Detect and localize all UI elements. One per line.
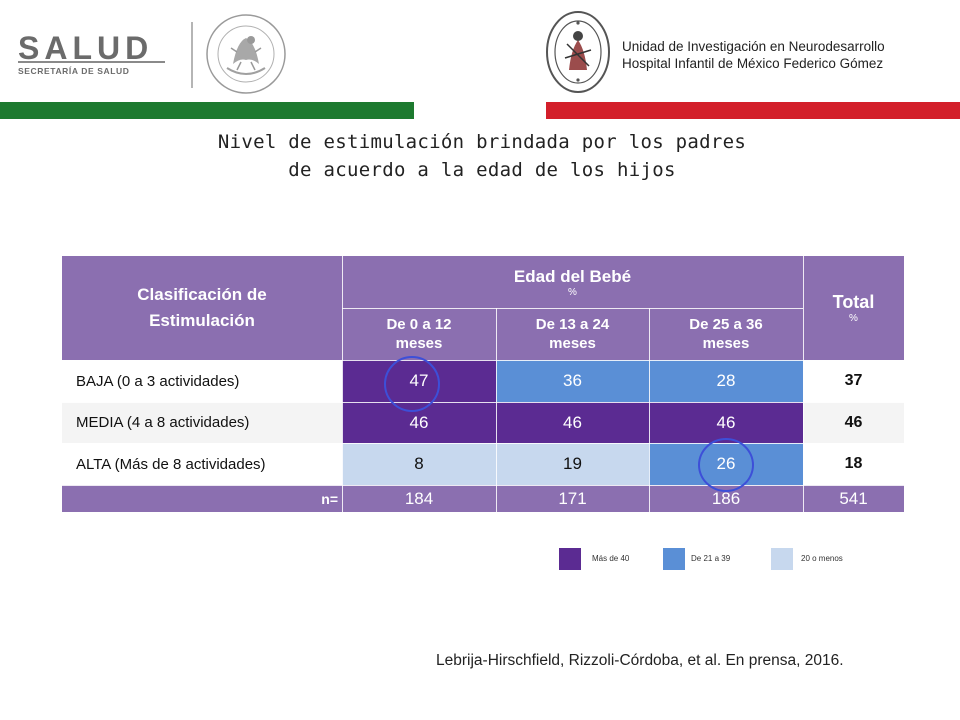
header-edad-text: Edad del Bebé [513, 266, 632, 286]
institution-hospital: Hospital Infantil de México Federico Góm… [622, 56, 884, 71]
header-total: Total % [803, 256, 904, 360]
salud-logo-word: SALUD [18, 30, 154, 66]
highlight-circle-baja [384, 356, 440, 412]
legend-swatch-mid [663, 548, 685, 570]
row-baja-c3: 28 [649, 360, 803, 402]
header-col-13-24-text: De 13 a 24 meses [535, 316, 610, 352]
header-edad-unit: % [568, 286, 577, 298]
slide-title-line2: de acuerdo a la edad de los hijos [288, 159, 676, 181]
header-clasificacion: Clasificación de Estimulación [62, 256, 342, 360]
n-row-c1: 184 [342, 485, 496, 512]
stimulation-table: Clasificación de Estimulación Edad del B… [62, 256, 904, 512]
col-separator [649, 308, 650, 512]
salud-logo-rule [18, 61, 165, 63]
legend-label-mid: De 21 a 39 [691, 554, 731, 563]
slide-title: Nivel de estimulación brindada por los p… [0, 128, 960, 184]
legend-swatch-high [559, 548, 581, 570]
row-alta-c1: 8 [342, 443, 496, 485]
row-media-label: MEDIA (4 a 8 actividades) [62, 402, 342, 443]
institution-unit: Unidad de Investigación en Neurodesarrol… [622, 39, 885, 54]
header-col-25-36-text: De 25 a 36 meses [689, 316, 763, 352]
row-baja-total: 37 [803, 360, 904, 402]
header-col-0-12-text: De 0 a 12 meses [386, 316, 452, 352]
row-alta-c2: 19 [496, 443, 649, 485]
row-separator [62, 485, 904, 486]
legend-label-low: 20 o menos [801, 554, 843, 563]
citation: Lebrija-Hirschfield, Rizzoli-Córdoba, et… [436, 652, 844, 669]
hospital-seal-icon [546, 11, 610, 93]
slide-title-line1: Nivel de estimulación brindada por los p… [217, 131, 747, 153]
row-separator [62, 443, 904, 444]
legend-label-high: Más de 40 [592, 554, 630, 563]
header-total-text: Total [832, 292, 875, 312]
row-alta-total: 18 [803, 443, 904, 485]
header-col-0-12: De 0 a 12 meses [342, 308, 496, 360]
row-separator [342, 308, 803, 309]
header-clasificacion-text: Clasificación de Estimulación [137, 285, 267, 330]
header-col-13-24: De 13 a 24 meses [496, 308, 649, 360]
row-separator [62, 402, 904, 403]
row-media-total: 46 [803, 402, 904, 443]
n-row-c2: 171 [496, 485, 649, 512]
col-separator [342, 256, 343, 512]
red-banner-bar [546, 102, 960, 119]
col-separator [496, 308, 497, 512]
header-edad: Edad del Bebé % [342, 256, 803, 308]
row-baja-c2: 36 [496, 360, 649, 402]
legend-swatch-low [771, 548, 793, 570]
highlight-circle-alta [698, 438, 754, 492]
row-baja-label: BAJA (0 a 3 actividades) [62, 360, 342, 402]
green-banner-bar [0, 102, 414, 119]
header-divider [191, 22, 193, 88]
row-alta-label: ALTA (Más de 8 actividades) [62, 443, 342, 485]
row-separator [62, 360, 904, 361]
n-row-total: 541 [803, 485, 904, 512]
col-separator [803, 256, 804, 512]
n-row-label: n= [62, 485, 342, 512]
header-col-25-36: De 25 a 36 meses [649, 308, 803, 360]
institution-info: Unidad de Investigación en Neurodesarrol… [622, 38, 885, 72]
mexico-seal-icon [206, 14, 286, 94]
row-media-c2: 46 [496, 402, 649, 443]
header-total-unit: % [849, 313, 858, 324]
salud-logo-subtitle: SECRETARÍA DE SALUD [18, 66, 130, 76]
row-media-c3: 46 [649, 402, 803, 443]
